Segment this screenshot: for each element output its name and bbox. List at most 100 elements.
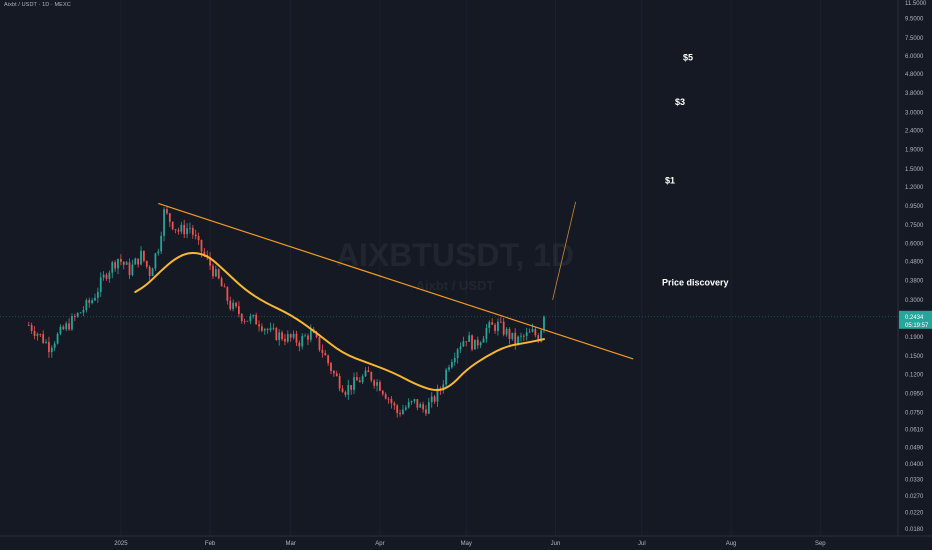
- annotations-layer: $5 $3 $1 Price discovery: [662, 52, 729, 287]
- candle: [531, 323, 534, 333]
- y-tick-label: 0.0490: [905, 445, 924, 451]
- candle: [151, 267, 154, 276]
- candle: [525, 327, 528, 341]
- candle: [73, 313, 76, 322]
- price-badge-bg: [899, 310, 932, 329]
- candle: [327, 354, 330, 366]
- candle: [407, 398, 410, 409]
- candle: [479, 341, 482, 349]
- candle: [266, 327, 269, 334]
- y-tick-label: 0.1200: [905, 372, 924, 378]
- candle: [520, 332, 522, 342]
- candle: [177, 227, 180, 235]
- candle: [243, 318, 246, 325]
- y-tick-label: 3.0000: [905, 110, 924, 116]
- y-tick-label: 3.8000: [905, 91, 924, 97]
- candle: [381, 389, 384, 397]
- projection-line[interactable]: [552, 201, 577, 300]
- candle: [465, 341, 468, 347]
- candle: [226, 286, 229, 305]
- candle: [131, 259, 134, 277]
- x-tick-label: Aug: [726, 541, 737, 547]
- overlays-layer: [134, 201, 634, 392]
- candle: [272, 323, 275, 331]
- candle: [180, 221, 183, 235]
- candle: [281, 330, 283, 341]
- descending-trendline[interactable]: [158, 202, 634, 360]
- candle: [344, 390, 347, 398]
- candle: [183, 219, 186, 239]
- candle: [232, 299, 235, 312]
- candle: [404, 405, 407, 411]
- candle: [433, 394, 436, 404]
- candle: [102, 271, 105, 281]
- candle: [258, 320, 260, 332]
- candle: [122, 261, 125, 270]
- x-tick-label: 2025: [114, 541, 128, 547]
- candle: [50, 345, 53, 358]
- candle: [160, 231, 163, 254]
- candle: [476, 336, 479, 349]
- candle: [330, 361, 332, 375]
- candle: [194, 229, 197, 240]
- candle: [370, 371, 373, 383]
- candle: [416, 399, 419, 411]
- candle: [114, 260, 117, 272]
- candle: [422, 401, 424, 413]
- candle: [338, 373, 341, 392]
- candle: [505, 327, 508, 337]
- candle: [491, 318, 494, 325]
- candle: [450, 359, 453, 369]
- y-tick-label: 0.0400: [905, 462, 924, 468]
- x-tick-label: Mar: [286, 541, 296, 547]
- annotation-label[interactable]: $1: [665, 175, 675, 185]
- candle: [82, 306, 85, 317]
- candle: [56, 332, 59, 345]
- y-tick-label: 9.5000: [905, 17, 924, 23]
- candle: [292, 330, 295, 340]
- candle: [379, 380, 381, 392]
- candle: [468, 331, 471, 342]
- candle: [453, 352, 456, 366]
- candle: [347, 379, 350, 400]
- candle: [402, 404, 404, 415]
- y-tick-label: 0.3800: [905, 279, 924, 285]
- candle: [396, 404, 399, 418]
- moving-average-line[interactable]: [134, 251, 545, 392]
- annotation-label[interactable]: $5: [683, 52, 693, 62]
- candle: [427, 397, 430, 415]
- y-tick-label: 0.4800: [905, 260, 924, 266]
- candle: [298, 340, 301, 352]
- annotation-label[interactable]: $3: [675, 97, 685, 107]
- candle: [488, 320, 491, 334]
- candle: [39, 333, 42, 337]
- candle: [255, 312, 258, 325]
- candle: [148, 265, 151, 281]
- candle: [376, 379, 378, 392]
- candle: [45, 339, 47, 344]
- candle: [143, 250, 145, 263]
- annotation-label[interactable]: Price discovery: [662, 278, 729, 288]
- y-tick-label: 4.8000: [905, 72, 924, 78]
- candle: [68, 318, 70, 331]
- candle: [237, 301, 240, 318]
- candle: [249, 313, 252, 325]
- price-axis: 11.5000 9.5000 7.5000 6.0000 4.8000 3.8000 3.0…: [905, 1, 927, 533]
- candle: [301, 333, 304, 350]
- candle: [140, 246, 142, 266]
- candle: [350, 385, 353, 395]
- candle: [240, 313, 243, 324]
- candle: [217, 268, 220, 280]
- x-tick-label: Jul: [638, 541, 646, 547]
- candle: [309, 324, 312, 343]
- candle: [485, 324, 488, 343]
- candle: [220, 276, 223, 287]
- candle: [174, 229, 177, 234]
- candle: [289, 333, 292, 342]
- y-tick-label: 0.0950: [905, 391, 924, 397]
- candle: [399, 409, 401, 417]
- candles-layer: [27, 205, 545, 418]
- chart-grid: [120, 0, 821, 536]
- candle: [474, 339, 476, 350]
